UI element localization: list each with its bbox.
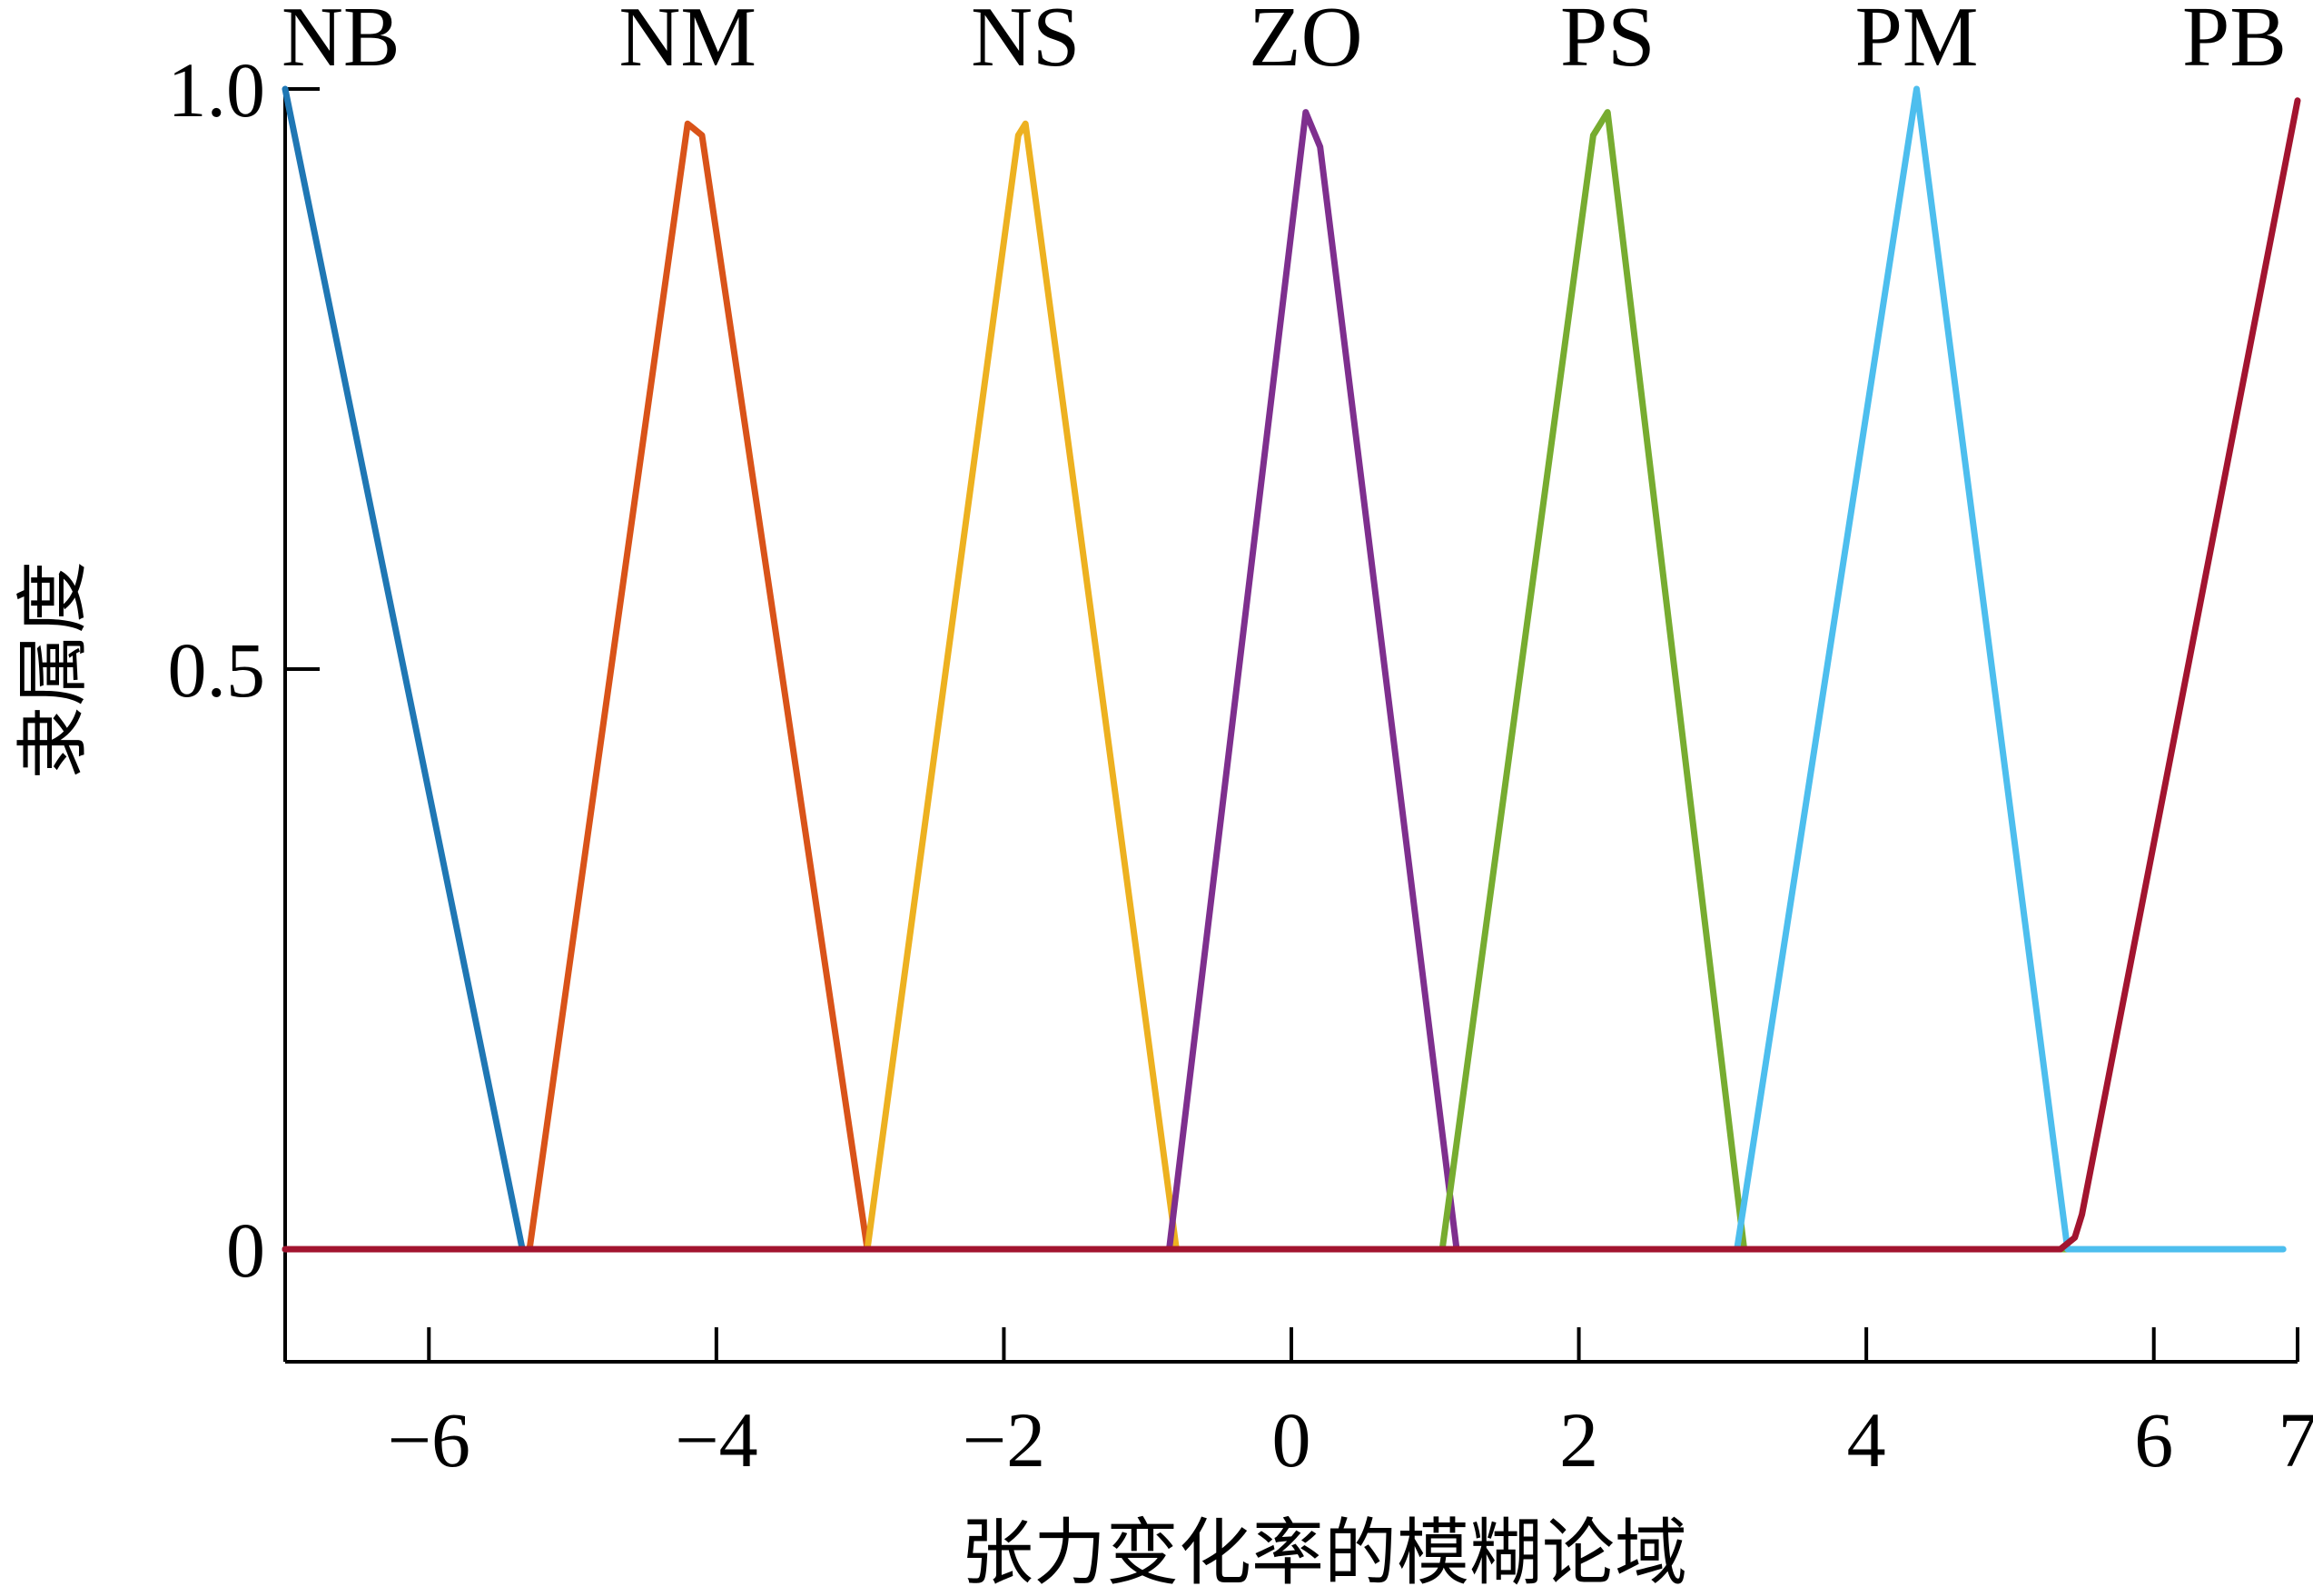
series-line-nb — [282, 85, 2272, 1253]
series-line-pm — [282, 85, 2287, 1253]
x-tick-label: −6 — [388, 1396, 471, 1483]
series-label-pb: PB — [2182, 0, 2287, 84]
x-tick-label: −2 — [963, 1396, 1046, 1483]
series-line-nm — [282, 120, 2272, 1253]
series-line-zo — [282, 109, 2272, 1253]
chart-series-layer — [282, 85, 2301, 1253]
series-line-pb — [282, 97, 2301, 1253]
x-tick-label: 0 — [1272, 1396, 1311, 1483]
chart-labels-layer: NB NM NS ZO PS PM PB — [282, 0, 2287, 84]
y-tick-label: 0 — [226, 1207, 265, 1294]
x-axis-label: 张力变化率的模糊论域 — [961, 1514, 1687, 1594]
series-line-ns — [282, 120, 2272, 1253]
x-tick-label: 4 — [1847, 1396, 1886, 1483]
x-tick-label: 2 — [1559, 1396, 1598, 1483]
y-axis-label: 隶属度 — [15, 561, 94, 779]
series-label-nb: NB — [282, 0, 400, 84]
series-line-ps — [282, 109, 2272, 1253]
y-tick-label: 1.0 — [168, 46, 266, 133]
series-label-pm: PM — [1855, 0, 1979, 84]
x-tick-label: 7 — [2278, 1396, 2313, 1483]
series-label-ns: NS — [971, 0, 1080, 84]
x-tick-label: −4 — [675, 1396, 758, 1483]
series-label-nm: NM — [618, 0, 756, 84]
chart-axes: −6 −4 −2 0 2 4 6 7 0 0.5 1.0 — [168, 46, 2313, 1483]
x-tick-label: 6 — [2134, 1396, 2173, 1483]
series-label-ps: PS — [1560, 0, 1656, 84]
series-label-zo: ZO — [1249, 0, 1362, 84]
y-tick-label: 0.5 — [168, 626, 266, 714]
